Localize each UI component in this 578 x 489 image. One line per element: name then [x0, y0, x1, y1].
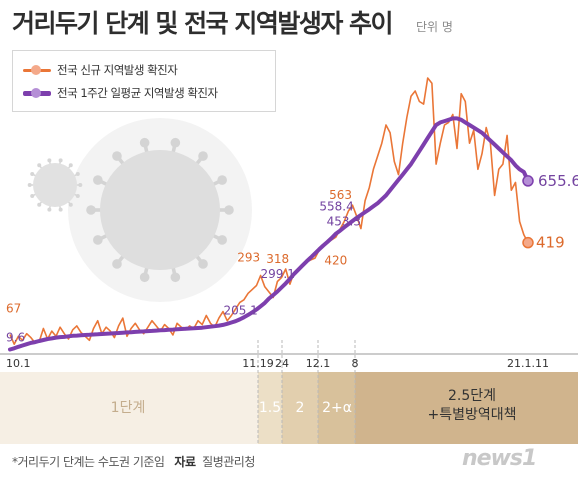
chart-legend: 전국 신규 지역발생 확진자 전국 1주간 일평균 지역발생 확진자	[12, 50, 276, 112]
footnote: *거리두기 단계는 수도권 기준임 자료 질병관리청	[12, 453, 255, 470]
data-label-daily-4: 563	[329, 188, 352, 202]
unit-label: 단위 명	[416, 20, 453, 34]
phase-label-1-5: 1.5	[259, 400, 281, 416]
phase-band-4	[355, 372, 578, 444]
x-tick-label-2: 24	[275, 357, 289, 370]
virus-large-icon	[100, 150, 220, 270]
data-label-avg-0: 9.6	[6, 330, 25, 344]
x-tick-label-1: 11.19	[242, 357, 274, 370]
data-label-daily-3: 420	[324, 253, 347, 267]
data-label-avg-2: 299.1	[261, 267, 295, 281]
chart-title: 거리두기 단계 및 전국 지역발생자 추이	[12, 9, 394, 38]
end-marker-daily	[522, 236, 534, 249]
legend-label-avg: 전국 1주간 일평균 지역발생 확진자	[57, 86, 218, 100]
legend-swatch-avg	[23, 86, 51, 100]
virus-illustration	[27, 118, 252, 302]
x-tick-label-0: 10.1	[6, 357, 31, 370]
data-label-daily-2: 318	[266, 252, 289, 266]
data-label-daily-0: 67	[6, 302, 21, 316]
series-line-avg	[8, 116, 530, 352]
phase-sublabel-2-5: +특별방역대책	[427, 407, 516, 423]
phase-band-0	[0, 372, 258, 444]
x-tick-label-5: 21.1.11	[507, 357, 549, 370]
data-label-avg-3: 453.3	[327, 215, 361, 229]
phase-label-2a: 2+α	[322, 400, 352, 416]
legend-item-daily: 전국 신규 지역발생 확진자	[23, 61, 178, 79]
phase-label-2-5: 2.5단계	[448, 388, 496, 404]
data-label-daily-1: 293	[237, 251, 260, 265]
series-line-daily	[9, 77, 529, 345]
virus-small-icon	[33, 163, 77, 207]
phase-label-1: 1단계	[111, 400, 146, 416]
phase-label-2: 2	[296, 400, 305, 416]
x-tick-label-4: 8	[352, 357, 359, 370]
legend-item-avg: 전국 1주간 일평균 지역발생 확진자	[23, 84, 218, 102]
news1-logo: news1	[462, 446, 537, 471]
source-label: 자료	[174, 455, 196, 469]
end-marker-avg	[522, 175, 534, 187]
footnote-note: *거리두기 단계는 수도권 기준임	[12, 455, 165, 469]
data-label-avg-5: 655.6	[538, 172, 578, 190]
data-label-daily-5: 419	[536, 234, 565, 252]
x-tick-label-3: 12.1	[306, 357, 331, 370]
phase-band-3	[318, 372, 355, 444]
source-name: 질병관리청	[202, 455, 255, 469]
phase-band-1	[258, 372, 282, 444]
data-label-avg-4: 558.4	[319, 199, 353, 213]
legend-label-daily: 전국 신규 지역발생 확진자	[57, 63, 178, 77]
data-label-avg-1: 205.1	[223, 303, 257, 317]
phase-band-2	[282, 372, 318, 444]
legend-swatch-daily	[23, 63, 51, 77]
